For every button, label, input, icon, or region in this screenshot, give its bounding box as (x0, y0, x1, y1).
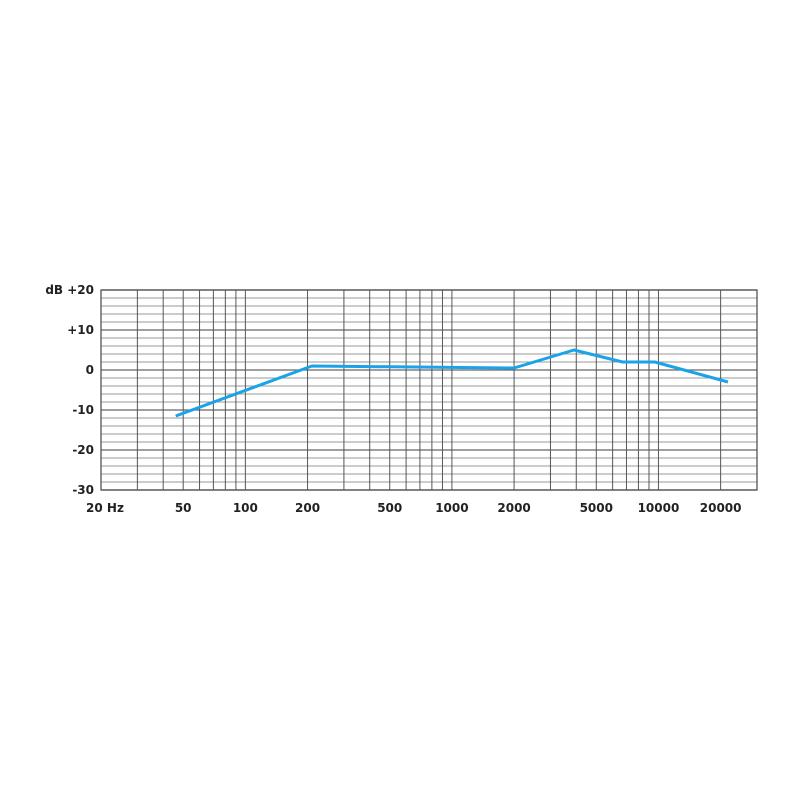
y-tick-label: -10 (72, 403, 94, 417)
x-tick-label: 500 (377, 501, 402, 515)
x-tick-label: 50 (175, 501, 192, 515)
y-tick-label: -20 (72, 443, 94, 457)
y-tick-label: -30 (72, 483, 94, 497)
x-tick-label: 100 (233, 501, 258, 515)
response-curve (175, 348, 729, 418)
series (175, 348, 729, 418)
plot-border (100, 289, 758, 491)
tick-labels: dB +20 +10 0 -10 -20 -30 20 Hz 50 100 200 500 1000 2… (45, 283, 741, 515)
x-tick-label: 20000 (700, 501, 742, 515)
grid (100, 289, 758, 491)
x-tick-label: 5000 (580, 501, 613, 515)
x-tick-label: 10000 (638, 501, 680, 515)
y-tick-label: +10 (67, 323, 94, 337)
x-tick-label: 20 Hz (86, 501, 124, 515)
x-tick-label: 200 (295, 501, 320, 515)
y-tick-label: 0 (86, 363, 94, 377)
y-tick-label: dB +20 (45, 283, 94, 297)
x-tick-label: 2000 (497, 501, 530, 515)
x-tick-label: 1000 (435, 501, 468, 515)
